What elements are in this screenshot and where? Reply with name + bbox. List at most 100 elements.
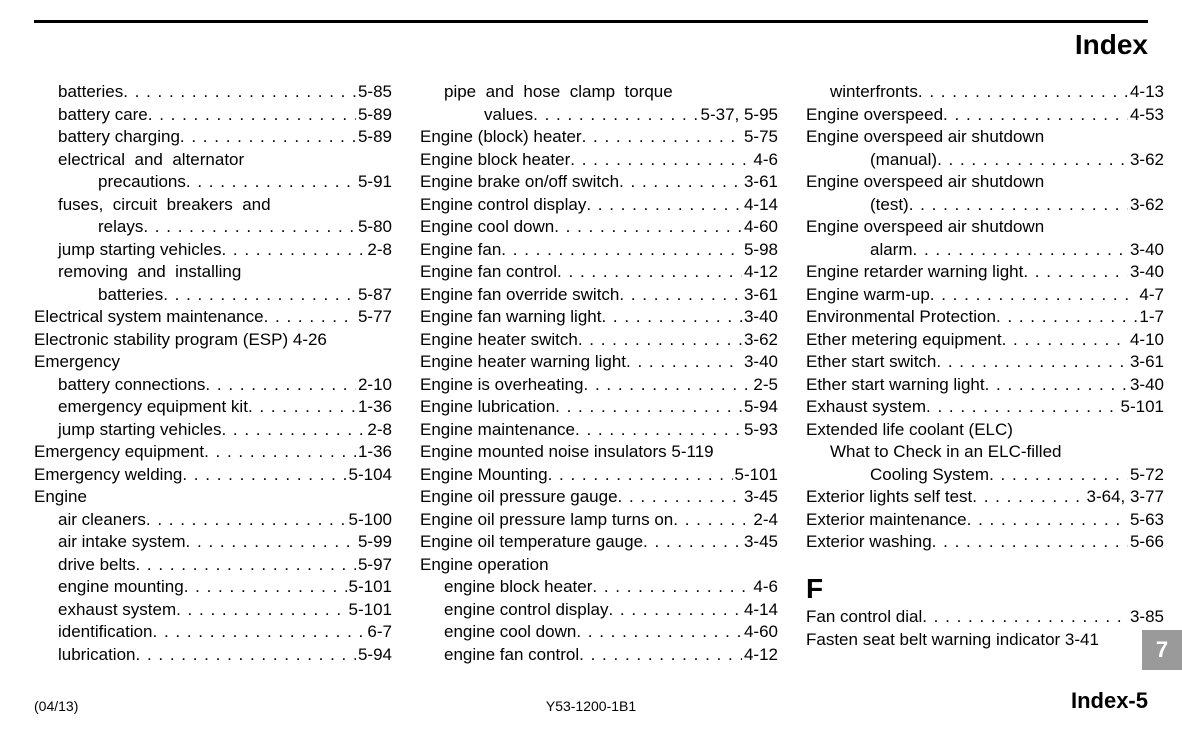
entry-page: 5-37, 5-95: [699, 104, 779, 127]
entry-label: Fan control dial: [806, 606, 922, 629]
entry-label: Environmental Protection: [806, 306, 996, 329]
index-entry: Emergency equipment 1-36: [34, 441, 392, 464]
entry-label: Engine oil temperature gauge: [420, 531, 643, 554]
entry-label: Exterior lights self test: [806, 486, 972, 509]
entry-label: Engine fan override switch: [420, 284, 619, 307]
entry-page: 3-40: [1128, 374, 1164, 397]
entry-label: removing and installing: [58, 261, 241, 284]
entry-label: (test): [870, 194, 909, 217]
entry-label: Engine oil pressure gauge: [420, 486, 618, 509]
index-entry: air cleaners 5-100: [34, 509, 392, 532]
section-letter: F: [806, 578, 1164, 601]
entry-label: engine control display: [444, 599, 608, 622]
index-entry: battery care 5-89: [34, 104, 392, 127]
leader-dots: [135, 554, 355, 577]
leader-dots: [936, 351, 1128, 374]
entry-page: 3-64, 3-77: [1085, 486, 1165, 509]
entry-page: 4-10: [1128, 329, 1164, 352]
entry-label: pipe and hose clamp torque: [444, 81, 673, 104]
entry-page: 5-101: [347, 599, 392, 622]
index-entry: drive belts 5-97: [34, 554, 392, 577]
index-entry: Exterior washing 5-66: [806, 531, 1164, 554]
entry-page: 5-89: [356, 126, 392, 149]
entry-page: 5-101: [733, 464, 778, 487]
entry-page: 5-99: [356, 531, 392, 554]
leader-dots: [626, 351, 742, 374]
entry-page: 5-94: [742, 396, 778, 419]
index-entry: Cooling System 5-72: [806, 464, 1164, 487]
leader-dots: [123, 81, 356, 104]
entry-label: Exhaust system: [806, 396, 926, 419]
entry-label: battery connections: [58, 374, 205, 397]
index-entry: Engine: [34, 486, 392, 509]
leader-dots: [909, 194, 1128, 217]
leader-dots: [163, 284, 356, 307]
leader-dots: [148, 104, 356, 127]
index-entry: Engine retarder warning light 3-40: [806, 261, 1164, 284]
entry-page: 2-8: [365, 239, 392, 262]
entry-label: Engine cool down: [420, 216, 554, 239]
entry-page: 3-61: [742, 171, 778, 194]
leader-dots: [996, 306, 1137, 329]
leader-dots: [205, 374, 356, 397]
index-entry: alarm 3-40: [806, 239, 1164, 262]
leader-dots: [264, 306, 356, 329]
entry-label: Engine operation: [420, 554, 549, 577]
leader-dots: [930, 284, 1138, 307]
entry-label: Emergency: [34, 351, 120, 374]
leader-dots: [673, 509, 751, 532]
index-entry: Engine cool down 4-60: [420, 216, 778, 239]
leader-dots: [579, 644, 742, 667]
entry-page: 5-98: [742, 239, 778, 262]
index-entry: Engine lubrication 5-94: [420, 396, 778, 419]
entry-page: 2-4: [751, 509, 778, 532]
entry-label: engine cool down: [444, 621, 576, 644]
entry-page: 4-60: [742, 621, 778, 644]
index-entry: Engine overspeed air shutdown: [806, 171, 1164, 194]
entry-label: battery charging: [58, 126, 180, 149]
entry-label: values: [484, 104, 533, 127]
entry-page: 4-12: [742, 261, 778, 284]
index-entry: Ether start warning light 3-40: [806, 374, 1164, 397]
entry-label: lubrication: [58, 644, 136, 667]
leader-dots: [221, 239, 365, 262]
entry-page: 5-101: [1119, 396, 1164, 419]
leader-dots: [501, 239, 742, 262]
entry-label: Extended life coolant (ELC): [806, 419, 1013, 442]
leader-dots: [143, 216, 356, 239]
entry-page: 5-91: [356, 171, 392, 194]
index-entry: battery charging 5-89: [34, 126, 392, 149]
column-1: batteries 5-85battery care 5-89battery c…: [34, 81, 392, 666]
entry-label: Engine fan: [420, 239, 501, 262]
index-entry: Engine fan override switch 3-61: [420, 284, 778, 307]
entry-label: precautions: [98, 171, 186, 194]
index-entry: Engine block heater 4-6: [420, 149, 778, 172]
index-entry: Engine overspeed air shutdown: [806, 216, 1164, 239]
entry-label: electrical and alternator: [58, 149, 244, 172]
leader-dots: [926, 396, 1119, 419]
leader-dots: [584, 374, 752, 397]
leader-dots: [943, 104, 1128, 127]
entry-label: Emergency equipment: [34, 441, 204, 464]
leader-dots: [619, 284, 742, 307]
index-entry: engine fan control 4-12: [420, 644, 778, 667]
entry-label: Engine fan warning light: [420, 306, 601, 329]
index-entry: Engine oil pressure gauge 3-45: [420, 486, 778, 509]
entry-page: 3-85: [1128, 606, 1164, 629]
leader-dots: [1002, 329, 1128, 352]
entry-label: exhaust system: [58, 599, 176, 622]
section-tab: 7: [1142, 630, 1182, 670]
leader-dots: [557, 261, 742, 284]
entry-page: 3-62: [742, 329, 778, 352]
entry-page: 5-94: [356, 644, 392, 667]
leader-dots: [913, 239, 1128, 262]
entry-page: 5-93: [742, 419, 778, 442]
entry-label: relays: [98, 216, 143, 239]
leader-dots: [922, 606, 1128, 629]
leader-dots: [153, 621, 366, 644]
entry-label: Engine heater switch: [420, 329, 578, 352]
entry-page: 5-104: [347, 464, 392, 487]
page-footer: (04/13) Y53-1200-1B1 Index-5: [34, 688, 1148, 714]
leader-dots: [592, 576, 751, 599]
entry-page: 3-61: [742, 284, 778, 307]
